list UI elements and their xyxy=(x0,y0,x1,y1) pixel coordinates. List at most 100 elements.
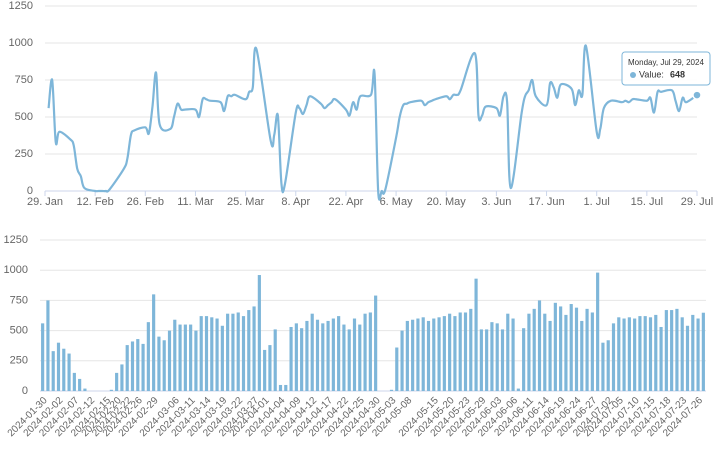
bar xyxy=(236,312,240,391)
bar xyxy=(426,320,431,391)
bar xyxy=(241,316,246,391)
bar xyxy=(532,308,536,391)
bar xyxy=(263,349,267,391)
bar xyxy=(374,295,378,391)
bar xyxy=(500,329,505,391)
bar xyxy=(485,329,489,391)
bar xyxy=(611,323,616,391)
bar xyxy=(162,340,166,391)
bar xyxy=(331,318,335,391)
bar xyxy=(617,317,621,391)
x-tick-label: 20. May xyxy=(427,196,467,208)
bar xyxy=(596,272,600,391)
bar xyxy=(691,314,695,391)
x-tick-label: 3. Jun xyxy=(481,196,511,208)
bar xyxy=(553,302,557,391)
tooltip: Monday, Jul 29, 2024 Value: 648 xyxy=(621,51,711,86)
bar xyxy=(548,320,552,391)
bar xyxy=(194,330,198,391)
bar xyxy=(696,318,700,391)
tooltip-label: Value: xyxy=(639,69,664,79)
bar xyxy=(601,342,605,391)
bar xyxy=(189,324,193,391)
bar xyxy=(670,310,674,391)
x-tick-label: 26. Feb xyxy=(127,196,164,208)
tooltip-dot xyxy=(630,72,636,78)
bar xyxy=(46,300,50,391)
bar xyxy=(479,329,483,391)
bar xyxy=(627,317,631,391)
bar xyxy=(321,323,325,391)
bar xyxy=(141,343,145,391)
bar xyxy=(178,324,182,391)
y-tick-label: 0 xyxy=(22,385,28,397)
bar xyxy=(469,308,473,391)
bar xyxy=(273,329,277,391)
bar xyxy=(416,318,420,391)
bar xyxy=(363,313,367,391)
x-tick-label: 29. Jul xyxy=(681,196,713,208)
bar xyxy=(368,312,372,391)
bar xyxy=(395,347,399,391)
bar xyxy=(511,318,515,391)
bar xyxy=(210,317,214,391)
bar xyxy=(590,312,594,391)
bar xyxy=(78,378,82,391)
tooltip-title: Monday, Jul 29, 2024 xyxy=(628,58,704,67)
bar xyxy=(167,330,172,391)
bar xyxy=(543,313,547,391)
bar xyxy=(342,324,346,391)
y-tick-label: 1250 xyxy=(9,0,33,12)
bar xyxy=(183,324,187,391)
bar xyxy=(56,342,61,391)
bar xyxy=(685,325,690,391)
bar xyxy=(62,348,66,391)
bar xyxy=(442,316,446,391)
bar xyxy=(527,313,531,391)
bar xyxy=(204,316,209,391)
bar xyxy=(654,314,658,391)
bar xyxy=(247,310,251,391)
bar xyxy=(284,384,288,391)
bar xyxy=(421,317,425,391)
x-tick-label: 12. Feb xyxy=(76,196,113,208)
y-tick-label: 750 xyxy=(10,294,28,306)
bar xyxy=(437,317,441,391)
y-tick-label: 250 xyxy=(15,148,33,160)
bar xyxy=(300,328,304,391)
bar xyxy=(448,313,452,391)
bar xyxy=(664,310,668,391)
bar xyxy=(405,320,409,391)
bar xyxy=(638,316,642,391)
bar xyxy=(564,314,568,391)
bar xyxy=(352,318,357,391)
bar xyxy=(458,312,462,391)
y-tick-label: 500 xyxy=(10,325,28,337)
x-tick-label: 15. Jul xyxy=(631,196,663,208)
bar xyxy=(72,372,76,391)
bar xyxy=(411,319,415,391)
bar xyxy=(157,336,161,391)
bar xyxy=(400,330,404,391)
bar xyxy=(622,318,626,391)
bar xyxy=(67,353,71,391)
bar xyxy=(120,364,124,391)
bar xyxy=(125,345,129,391)
y-tick-label: 750 xyxy=(15,74,33,86)
bar xyxy=(199,316,203,391)
bar xyxy=(643,316,647,391)
y-tick-label: 500 xyxy=(15,111,33,123)
bar xyxy=(215,318,219,391)
x-tick-label: 11. Mar xyxy=(177,196,214,208)
bar xyxy=(115,372,119,391)
bar xyxy=(152,294,156,391)
x-tick-label: 1. Jul xyxy=(584,196,610,208)
bar xyxy=(580,320,584,391)
bar xyxy=(231,313,235,391)
x-tick-label: 29. Jan xyxy=(27,196,63,208)
bar xyxy=(268,345,272,391)
bar xyxy=(358,324,362,391)
bar xyxy=(516,388,520,391)
bar xyxy=(173,319,177,391)
